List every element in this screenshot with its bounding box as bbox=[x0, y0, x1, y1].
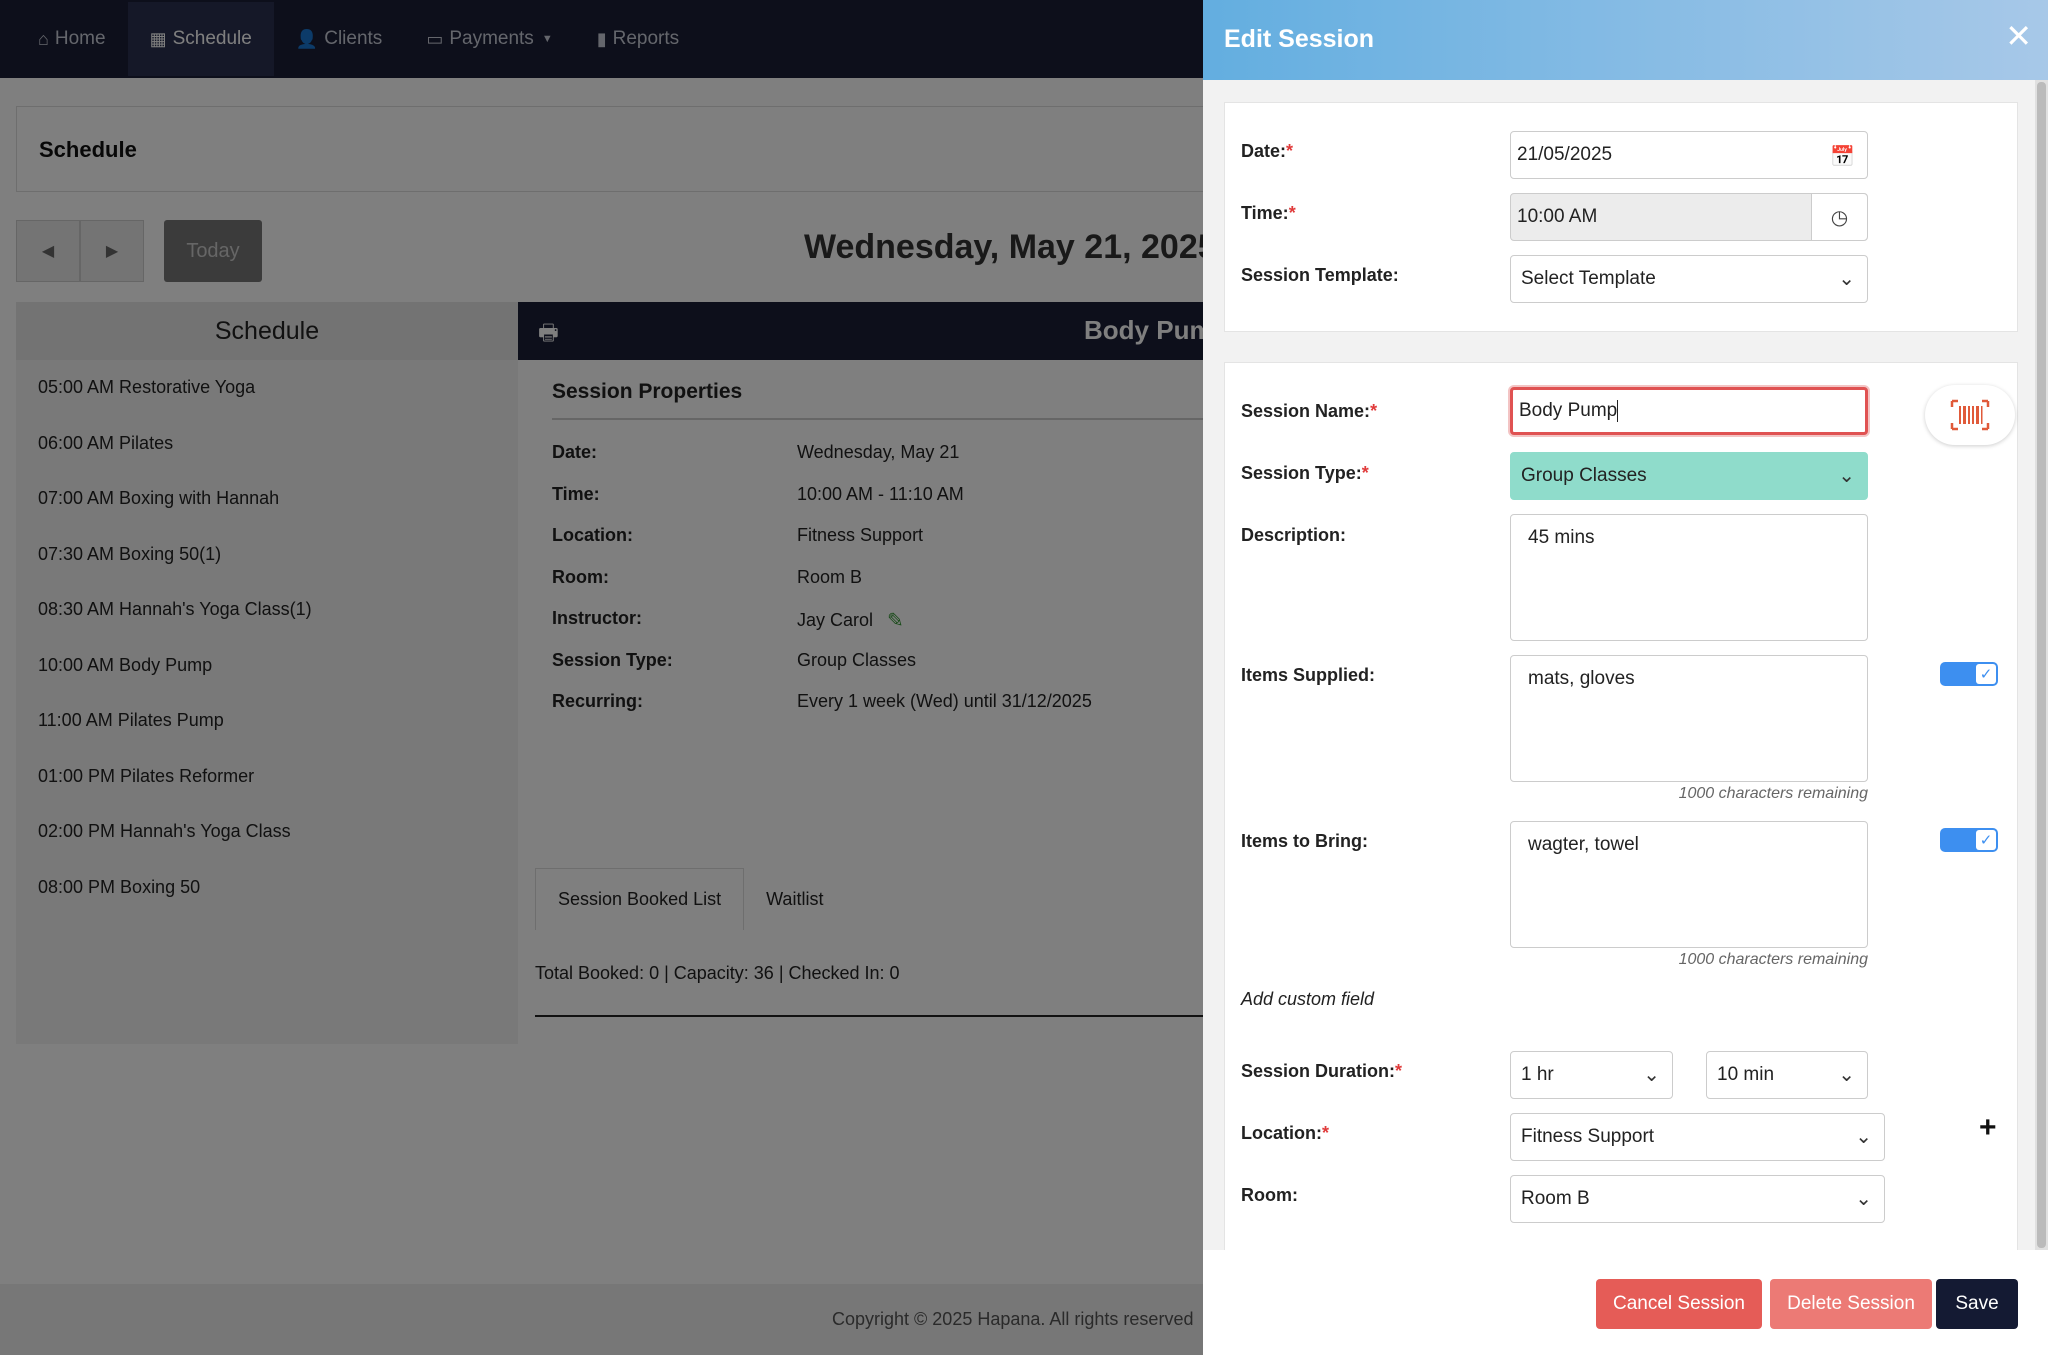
room-select[interactable]: Room B ⌄ bbox=[1510, 1175, 1885, 1223]
chevron-down-icon: ⌄ bbox=[1855, 1126, 1872, 1148]
cancel-session-button[interactable]: Cancel Session bbox=[1596, 1279, 1762, 1329]
save-button[interactable]: Save bbox=[1936, 1279, 2018, 1329]
edit-session-panel: Edit Session ✕ Date:* 21/05/2025 📅 Time:… bbox=[1203, 0, 2048, 1355]
add-custom-field-link[interactable]: Add custom field bbox=[1241, 989, 1375, 1009]
chevron-down-icon: ⌄ bbox=[1838, 465, 1855, 487]
panel-title: Edit Session bbox=[1224, 25, 1375, 53]
items-supplied-textarea[interactable]: mats, gloves bbox=[1510, 655, 1868, 782]
session-template-label: Session Template: bbox=[1241, 265, 1399, 285]
scrollbar-thumb[interactable] bbox=[2037, 82, 2046, 1248]
duration-minutes-select[interactable]: 10 min ⌄ bbox=[1706, 1051, 1868, 1099]
panel-header: Edit Session ✕ bbox=[1203, 0, 2048, 80]
location-select[interactable]: Fitness Support ⌄ bbox=[1510, 1113, 1885, 1161]
panel-footer: Cancel Session Delete Session Save bbox=[1203, 1250, 2048, 1355]
chevron-down-icon: ⌄ bbox=[1838, 268, 1855, 290]
session-template-value: Select Template bbox=[1521, 268, 1656, 289]
description-label: Description: bbox=[1241, 525, 1347, 545]
barcode-icon bbox=[1950, 399, 1990, 431]
items-supplied-counter: 1000 characters remaining bbox=[1678, 785, 1868, 802]
calendar-icon[interactable]: 📅 bbox=[1830, 146, 1855, 168]
time-value: 10:00 AM bbox=[1517, 206, 1598, 227]
session-details-card: Session Name:* Body Pump Session Type:* … bbox=[1224, 362, 2018, 1252]
items-supplied-toggle[interactable]: ✓ bbox=[1940, 662, 1998, 686]
location-label: Location:* bbox=[1241, 1123, 1330, 1143]
date-time-card: Date:* 21/05/2025 📅 Time:* 10:00 AM ◷ Se… bbox=[1224, 102, 2018, 332]
add-location-icon[interactable]: + bbox=[1979, 1111, 1997, 1144]
items-to-bring-toggle[interactable]: ✓ bbox=[1940, 828, 1998, 852]
chevron-down-icon: ⌄ bbox=[1838, 1064, 1855, 1086]
chevron-down-icon: ⌄ bbox=[1855, 1188, 1872, 1210]
description-textarea[interactable]: 45 mins bbox=[1510, 514, 1868, 641]
items-to-bring-textarea[interactable]: wagter, towel bbox=[1510, 821, 1868, 948]
session-template-select[interactable]: Select Template ⌄ bbox=[1510, 255, 1868, 303]
session-type-value: Group Classes bbox=[1521, 465, 1647, 486]
room-value: Room B bbox=[1521, 1188, 1590, 1209]
text-cursor bbox=[1617, 400, 1619, 422]
room-label: Room: bbox=[1241, 1185, 1298, 1205]
duration-minutes-value: 10 min bbox=[1717, 1064, 1775, 1085]
duration-hours-select[interactable]: 1 hr ⌄ bbox=[1510, 1051, 1673, 1099]
items-supplied-label: Items Supplied: bbox=[1241, 665, 1376, 685]
session-duration-label: Session Duration:* bbox=[1241, 1061, 1403, 1081]
date-field[interactable]: 21/05/2025 📅 bbox=[1510, 131, 1868, 179]
delete-session-button[interactable]: Delete Session bbox=[1770, 1279, 1932, 1329]
session-name-label: Session Name:* bbox=[1241, 401, 1378, 421]
panel-scrollbar[interactable] bbox=[2035, 80, 2048, 1250]
chevron-down-icon: ⌄ bbox=[1643, 1064, 1660, 1086]
check-icon: ✓ bbox=[1976, 664, 1996, 684]
session-name-input[interactable]: Body Pump bbox=[1510, 387, 1868, 435]
time-label: Time:* bbox=[1241, 203, 1296, 223]
items-to-bring-counter: 1000 characters remaining bbox=[1678, 951, 1868, 968]
items-to-bring-label: Items to Bring: bbox=[1241, 831, 1369, 851]
barcode-button[interactable] bbox=[1925, 385, 2015, 445]
clock-icon[interactable]: ◷ bbox=[1811, 194, 1867, 240]
date-value: 21/05/2025 bbox=[1517, 144, 1613, 165]
close-icon[interactable]: ✕ bbox=[2005, 18, 2032, 54]
session-type-select[interactable]: Group Classes ⌄ bbox=[1510, 452, 1868, 500]
time-field[interactable]: 10:00 AM ◷ bbox=[1510, 193, 1868, 241]
date-label: Date:* bbox=[1241, 141, 1294, 161]
session-name-value: Body Pump bbox=[1519, 400, 1618, 421]
check-icon: ✓ bbox=[1976, 830, 1996, 850]
duration-hours-value: 1 hr bbox=[1521, 1064, 1554, 1085]
location-value: Fitness Support bbox=[1521, 1126, 1655, 1147]
session-type-label: Session Type:* bbox=[1241, 463, 1369, 483]
